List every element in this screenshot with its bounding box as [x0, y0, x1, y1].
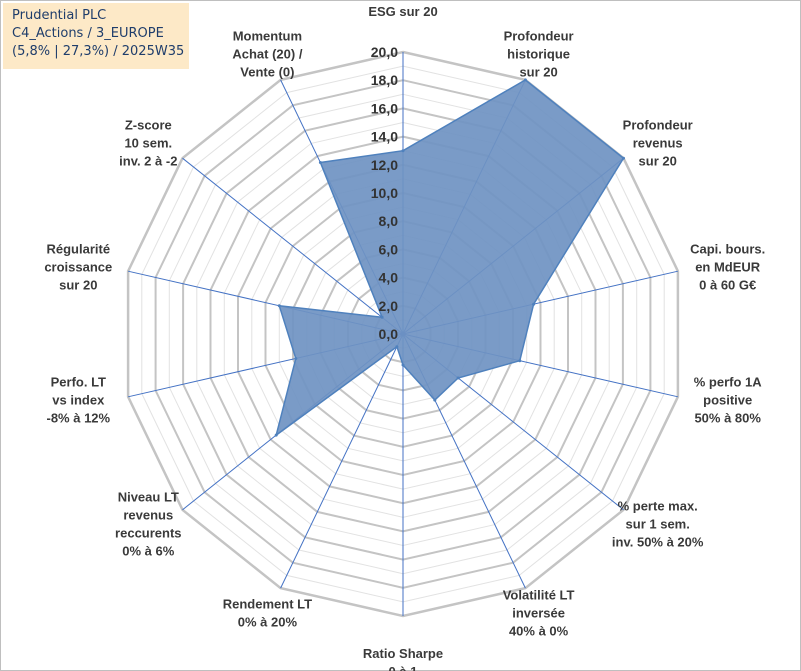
tick-labels: 0,0 2,0 4,0 6,0 8,0 10,0 12,0 14,0 16,0 18,0 20,0: [371, 44, 398, 342]
axis-label-line: ESG sur 20: [368, 4, 437, 19]
data-point: [318, 161, 322, 164]
axis-label: Rendement LT 0% à 20%: [223, 597, 312, 630]
axis-labels: Note ESG sur 20 Profondeur historique sur 20…: [44, 0, 765, 671]
axis-label: Volatilité LT inversée 40% à 0%: [503, 588, 575, 639]
axis-label-line: inv. 50% à 20%: [612, 534, 704, 549]
axis-label-line: 0% à 20%: [238, 615, 298, 630]
axis-label: Profondeur revenus sur 20: [623, 118, 693, 169]
axis-label-line: revenus: [123, 507, 173, 522]
title-line-category: C4_Actions / 3_EUROPE: [12, 26, 164, 41]
data-point: [433, 398, 437, 402]
axis-label-line: Vente (0): [240, 65, 294, 80]
axis-label: Note ESG sur 20: [368, 0, 437, 19]
tick-label: 14,0: [371, 129, 398, 145]
chart-title-box: Prudential PLC C4_Actions / 3_EUROPE (5,…: [3, 3, 189, 69]
axis-label-line: Profondeur: [623, 118, 693, 133]
axis-label-line: sur 20: [639, 154, 677, 169]
data-point: [518, 359, 522, 363]
tick-label: 4,0: [379, 270, 399, 286]
title-line-company: Prudential PLC: [12, 8, 107, 23]
axis-label-line: inv. 2 à -2: [119, 154, 177, 169]
data-point: [395, 345, 399, 349]
data-point: [380, 315, 384, 319]
data-point: [401, 363, 405, 367]
axis-label: Ratio Sharpe 0 à 1: [363, 646, 443, 671]
axis-label-line: 0 à 1: [389, 664, 418, 671]
tick-label: 8,0: [379, 213, 399, 229]
axis-label-line: Momentum: [233, 29, 302, 44]
axis-label-line: reccurents: [115, 525, 181, 540]
axis-label: Capi. bours. en MdEUR 0 à 60 G€: [690, 242, 765, 293]
axis-label-line: positive: [703, 392, 752, 407]
axis-label: % perfo 1A positive 50% à 80%: [694, 374, 763, 425]
axis-spoke: [182, 157, 404, 335]
axis-label-line: Note: [389, 0, 418, 1]
axis-label-line: Perfo. LT: [51, 374, 106, 389]
axis-label: Momentum Achat (20) / Vente (0): [232, 29, 302, 80]
axis-label-line: % perte max.: [618, 498, 698, 513]
axis-label-line: Profondeur: [504, 29, 574, 44]
series-layer: [274, 78, 625, 437]
axis-label-line: sur 20: [519, 65, 557, 80]
axis-label: Perfo. LT vs index -8% à 12%: [47, 374, 111, 425]
data-series-area: [274, 78, 625, 437]
data-point: [401, 149, 405, 153]
axis-label: % perte max. sur 1 sem. inv. 50% à 20%: [612, 498, 704, 549]
axis-label-line: Volatilité LT: [503, 588, 575, 603]
tick-label: 10,0: [371, 185, 398, 201]
axis-label-line: 50% à 80%: [694, 410, 761, 425]
data-point: [523, 78, 527, 82]
axis-label-line: revenus: [633, 136, 683, 151]
axis-label-line: -8% à 12%: [47, 410, 111, 425]
data-point: [622, 156, 625, 160]
data-point: [532, 302, 536, 306]
tick-label: 20,0: [371, 44, 398, 60]
tick-label: 18,0: [371, 72, 398, 88]
axis-label-line: en MdEUR: [695, 260, 761, 275]
tick-label: 12,0: [371, 157, 398, 173]
axis-label: Régularité croissance sur 20: [44, 242, 112, 293]
data-point: [456, 376, 460, 380]
axis-label-line: sur 20: [59, 278, 97, 293]
axis-label: Z-score 10 sem. inv. 2 à -2: [119, 118, 177, 169]
axis-label-line: croissance: [44, 260, 112, 275]
axis-label-line: historique: [507, 47, 570, 62]
axis-label-line: Niveau LT: [118, 489, 179, 504]
axis-label-line: sur 1 sem.: [626, 516, 690, 531]
tick-label: 0,0: [379, 326, 399, 342]
axis-label-line: vs index: [52, 392, 105, 407]
axis-label: Niveau LT revenus reccurents 0% à 6%: [115, 489, 181, 558]
data-point: [294, 357, 298, 360]
axis-label-line: % perfo 1A: [694, 374, 763, 389]
axis-label-line: 10 sem.: [124, 136, 172, 151]
data-point: [274, 433, 278, 437]
axis-label-line: Rendement LT: [223, 597, 312, 612]
title-line-stats: (5,8% | 27,3%) / 2025W35: [12, 44, 185, 59]
tick-label: 6,0: [379, 241, 399, 257]
axis-label-line: 0 à 60 G€: [699, 278, 756, 293]
tick-label: 2,0: [379, 298, 399, 314]
axis-label-line: Z-score: [125, 118, 172, 133]
axis-label-line: Capi. bours.: [690, 242, 765, 257]
tick-label: 16,0: [371, 100, 398, 116]
axis-label-line: Ratio Sharpe: [363, 646, 443, 661]
axis-label-line: 0% à 6%: [122, 543, 174, 558]
axis-label-line: 40% à 0%: [509, 624, 569, 639]
data-point: [277, 304, 281, 308]
axis-label-line: Régularité: [47, 242, 111, 257]
axis-label: Profondeur historique sur 20: [504, 29, 574, 80]
axis-label-line: Achat (20) /: [232, 47, 302, 62]
axis-spoke: [280, 333, 404, 589]
axis-label-line: inversée: [512, 606, 565, 621]
